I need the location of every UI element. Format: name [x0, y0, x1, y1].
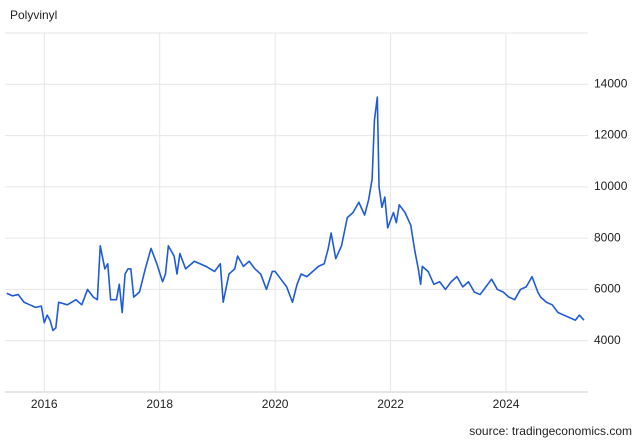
x-tick-label: 2018 [146, 397, 173, 411]
source-note: source: tradingeconomics.com [469, 424, 632, 438]
y-tick-label: 8000 [594, 230, 621, 244]
x-tick-label: 2022 [377, 397, 404, 411]
x-tick-label: 2020 [262, 397, 289, 411]
data-line [6, 96, 585, 332]
y-tick-label: 14000 [594, 76, 628, 90]
y-tick-label: 10000 [594, 179, 628, 193]
x-tick-label: 2024 [493, 397, 520, 411]
y-tick-label: 4000 [594, 333, 621, 347]
chart-title: Polyvinyl [10, 8, 57, 22]
y-tick-label: 12000 [594, 128, 628, 142]
x-tick-label: 2016 [31, 397, 58, 411]
y-tick-label: 6000 [594, 282, 621, 296]
